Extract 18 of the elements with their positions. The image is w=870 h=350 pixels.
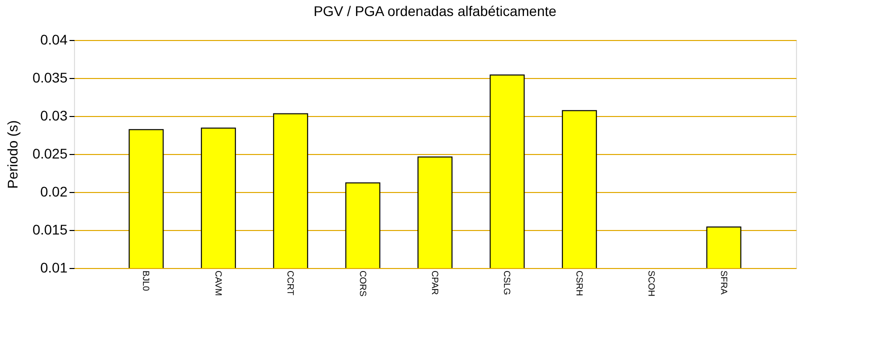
x-tick-label: CSLG: [502, 270, 512, 296]
x-tick-label: CPAR: [430, 270, 440, 296]
y-tick-label: 0.02: [40, 184, 68, 200]
x-tick-label: SCOH: [646, 270, 657, 297]
y-tick-label: 0.04: [40, 32, 68, 48]
y-tick-label: 0.025: [32, 146, 68, 162]
x-tick-label: BJL0: [141, 270, 152, 292]
y-tick-label: 0.015: [32, 222, 68, 238]
y-tick-label: 0.035: [32, 70, 68, 86]
y-axis-title: Periodo (s): [4, 120, 20, 189]
y-tick-label: 0.01: [40, 260, 68, 276]
x-tick-label: SFRA: [718, 270, 729, 295]
y-tick-label: 0.03: [40, 108, 68, 124]
chart-title: PGV / PGA ordenadas alfabéticamente: [314, 3, 557, 19]
x-tick-label: CSRH: [574, 270, 584, 296]
x-tick-label: CCRT: [286, 270, 296, 296]
x-tick-label: CAVM: [213, 270, 224, 296]
x-tick-label: CORS: [358, 270, 368, 297]
